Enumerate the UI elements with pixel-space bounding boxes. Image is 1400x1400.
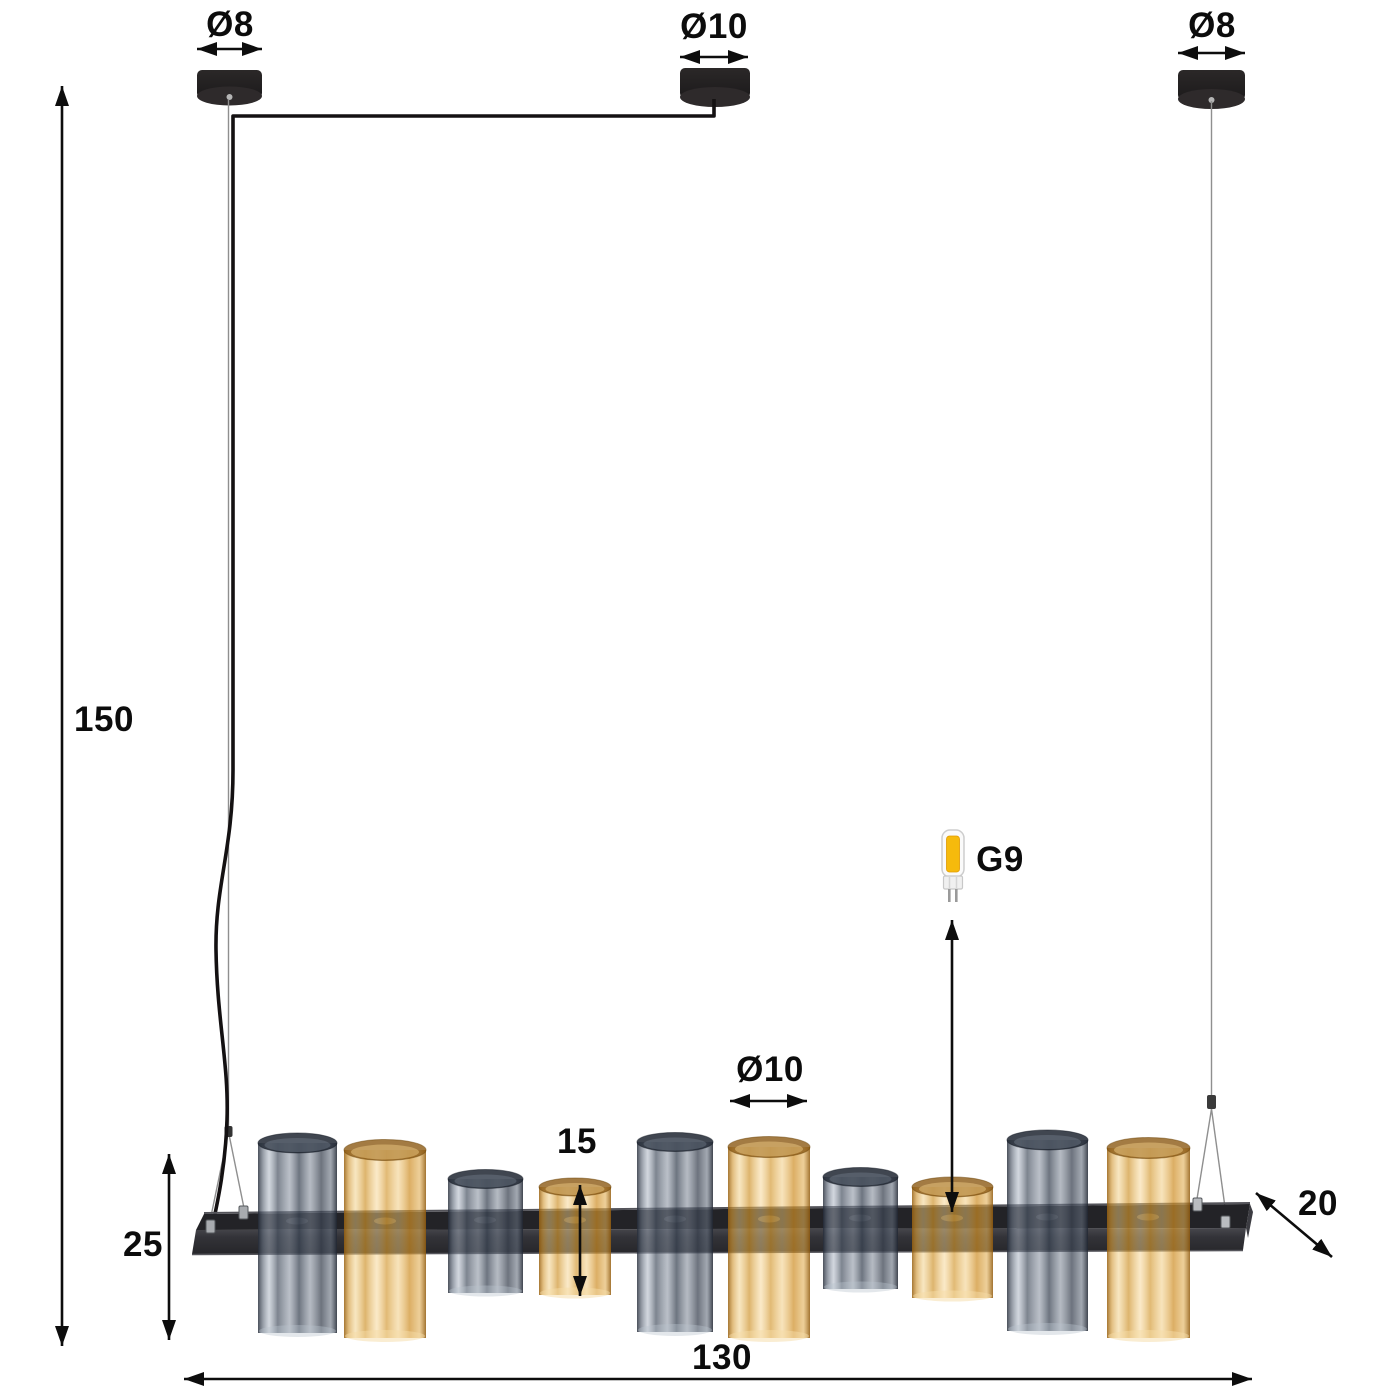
left-canopy: [197, 70, 262, 106]
dim-label-bulb-socket-type: G9: [976, 840, 1024, 879]
g9-bulb-icon: [941, 829, 965, 902]
glass-shade-7-smoke-medium: [822, 1167, 899, 1293]
glass-shade-3-smoke-medium: [447, 1169, 524, 1297]
dim-label-right-canopy-diameter: Ø8: [1188, 6, 1236, 45]
glass-shade-1-smoke-large: [257, 1132, 338, 1337]
dim-label-middle-canopy-diameter: Ø10: [680, 7, 748, 46]
glass-shade-2-amber-large: [343, 1139, 427, 1342]
power-cord: [211, 99, 716, 1222]
right-canopy: [1178, 70, 1245, 109]
dim-label-frame-length: 130: [692, 1338, 752, 1377]
dim-label-left-canopy-diameter: Ø8: [206, 5, 254, 44]
glass-shade-9-smoke-large: [1006, 1129, 1089, 1335]
dim-label-hanging-height: 150: [74, 700, 134, 739]
dim-label-shade-diameter: Ø10: [736, 1050, 804, 1089]
right-cable-gripper: [1207, 1095, 1216, 1109]
middle-canopy: [680, 68, 750, 107]
dim-label-frame-depth: 20: [1298, 1184, 1338, 1223]
glass-shade-6-amber-large: [727, 1136, 811, 1342]
glass-shade-4-amber-small: [538, 1177, 612, 1299]
right-suspension-cable: [1196, 101, 1228, 1219]
dim-line-frame-depth: [1255, 1192, 1333, 1258]
left-suspension-cable: [209, 100, 245, 1222]
glass-shade-5-smoke-large: [636, 1132, 714, 1336]
dimension-lines: [55, 42, 1333, 1386]
dim-label-small-shade-height: 15: [557, 1122, 597, 1161]
dim-label-frame-drop-height: 25: [123, 1225, 163, 1264]
glass-shade-10-amber-large: [1106, 1137, 1191, 1342]
cable-posts: [205, 1197, 1231, 1234]
